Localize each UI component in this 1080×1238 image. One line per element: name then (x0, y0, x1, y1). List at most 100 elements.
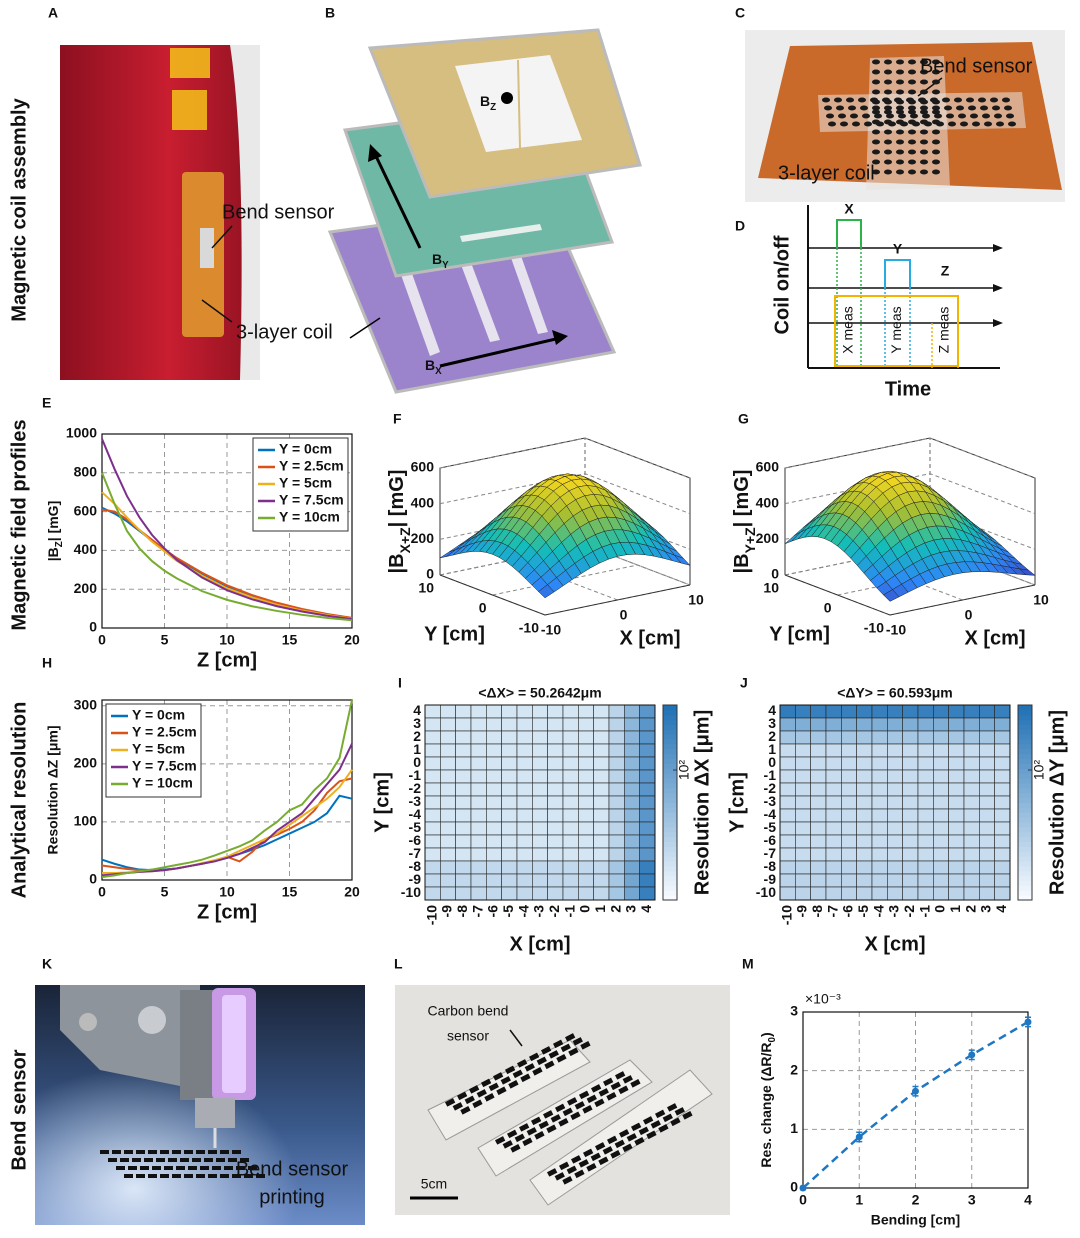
heat-cell (871, 743, 888, 758)
heat-cell (887, 717, 903, 732)
heat-cell (887, 756, 903, 771)
y-axis-label-part: 0 (767, 1036, 778, 1042)
y-tick-label: 200 (74, 755, 98, 771)
carbon-cell (496, 1086, 507, 1096)
printed-cell (236, 1166, 245, 1170)
z-axis-label-part: |B (386, 553, 408, 573)
sensor-dot (896, 79, 904, 85)
sensor-dot (884, 69, 892, 75)
y-tick-label: 1 (768, 741, 776, 757)
heat-cell (547, 873, 564, 888)
heat-cell (455, 743, 472, 758)
sensor-dot (1008, 121, 1016, 127)
y-tick-label: 3 (790, 1003, 798, 1019)
x-tick-label: -5 (855, 905, 871, 918)
heat-cell (532, 782, 548, 797)
heat-cell (562, 756, 579, 771)
sensor-dot (896, 139, 904, 145)
y-tick-label: 2 (790, 1061, 798, 1077)
carbon-cell (510, 1144, 521, 1153)
y-tick-label: -5 (409, 819, 422, 835)
x-tick-label: 15 (282, 884, 298, 900)
heat-cell (979, 756, 995, 771)
heat-cell (547, 860, 564, 875)
x-axis-label: X [cm] (619, 627, 680, 649)
colorbar-step (1018, 807, 1032, 813)
heat-cell (994, 717, 1011, 732)
heat-cell (562, 847, 579, 862)
heat-cell (639, 873, 656, 888)
panel-letter: G (738, 411, 749, 427)
heat-cell (933, 769, 949, 784)
carbon-cell (610, 1081, 621, 1091)
heat-cell (795, 860, 811, 875)
heat-cell (547, 808, 564, 823)
carbon-cell (505, 1065, 516, 1075)
heat-cell (979, 795, 995, 810)
coil-label: X (844, 201, 854, 217)
colorbar-step (1018, 802, 1032, 808)
heat-cell (887, 743, 903, 758)
x-tick-label: -5 (500, 905, 516, 918)
colorbar-step (663, 773, 677, 779)
heat-cell (963, 886, 980, 901)
colorbar-frame (1017, 704, 1033, 901)
heat-cell (624, 795, 640, 810)
sensor-dot (908, 89, 916, 95)
heat-cell (795, 808, 811, 823)
row-label: Magnetic coil assembly (8, 97, 30, 321)
x-tick-label: 10 (219, 632, 235, 648)
colorbar-step (663, 709, 677, 716)
x-axis-label: X [cm] (964, 627, 1025, 649)
heat-cell (887, 782, 903, 797)
colorbar-step (663, 861, 677, 867)
annotation: sensor (447, 1028, 489, 1044)
y-tick-label: -2 (409, 780, 422, 796)
heat-cell (424, 743, 441, 758)
data-point (855, 1133, 863, 1141)
printed-cell (144, 1158, 153, 1162)
heat-cell (578, 743, 594, 758)
heat-cell (578, 730, 594, 745)
sensor-dot (1004, 105, 1012, 111)
heat-cell (532, 847, 548, 862)
sensor-dot (896, 119, 904, 125)
colorbar-step (663, 778, 677, 784)
sensor-dot (884, 169, 892, 175)
sensor-dot (884, 139, 892, 145)
heat-cell (440, 704, 456, 719)
heat-cell (624, 782, 640, 797)
sensor-dot (982, 113, 990, 119)
colorbar-frame (662, 704, 678, 901)
sensor-dot (908, 79, 916, 85)
colorbar-step (663, 724, 677, 730)
panel-letter: E (42, 395, 51, 411)
sensor-dot (972, 121, 980, 127)
x-tick-label: -3 (531, 905, 547, 918)
carbon-cell (502, 1140, 513, 1149)
heat-cell (948, 717, 965, 732)
heat-cell (810, 847, 827, 862)
carbon-cell (583, 1148, 594, 1158)
x-tick-label: 0 (98, 884, 106, 900)
heat-cell (639, 860, 656, 875)
y-tick-label: -1 (409, 767, 422, 783)
colorbar-step (1018, 875, 1032, 881)
heat-cell (841, 873, 857, 888)
sensor-dot (990, 97, 998, 103)
carbon-cell (536, 1056, 547, 1066)
sensor-dot (834, 97, 842, 103)
chart-title: <ΔY> = 60.593μm (837, 685, 953, 701)
coil-layers (327, 28, 642, 394)
printed-cell (228, 1158, 237, 1162)
sensor-dot (934, 113, 942, 119)
sensor-dot (996, 121, 1004, 127)
heat-cell (608, 808, 625, 823)
heat-cell (470, 717, 487, 732)
heat-cell (779, 717, 796, 732)
heat-cell (593, 756, 610, 771)
heat-cell (501, 782, 518, 797)
carbon-cell (674, 1107, 685, 1116)
heat-cell (624, 743, 640, 758)
sensor-dot (932, 169, 940, 175)
